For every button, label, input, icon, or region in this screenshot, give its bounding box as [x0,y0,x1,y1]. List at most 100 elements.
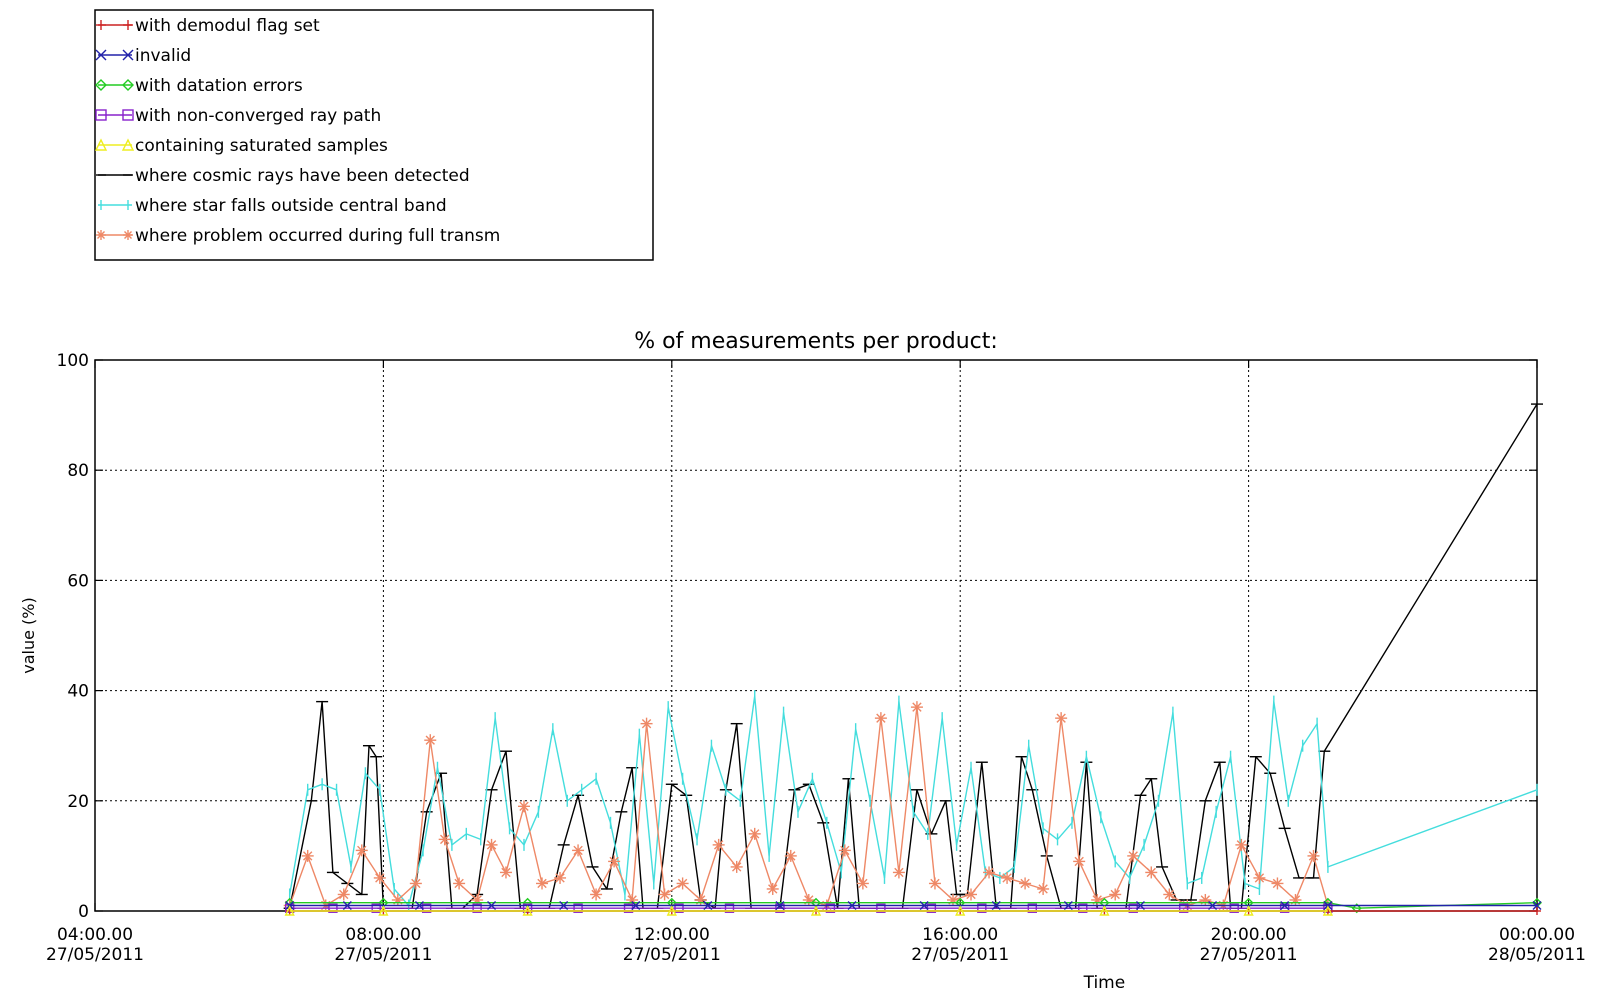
legend: with demodul flag set invalid with datatio… [94,9,654,261]
data-point-with-non-converged-ray-path [775,903,785,913]
y-tick-label: 20 [67,792,89,812]
data-point-invalid [1135,900,1145,910]
data-point-where-problem-occurred-during-full-transm [676,877,689,890]
y-tick-label: 0 [78,902,89,922]
data-point-where-problem-occurred-during-full-transm [1253,871,1266,884]
data-point-where-problem-occurred-during-full-transm [928,877,941,890]
x-tick-label: 20:00.00 [1211,925,1287,945]
series-layer [283,403,1543,916]
data-point-where-problem-occurred-during-full-transm [1073,855,1086,868]
data-point-with-non-converged-ray-path [573,903,583,913]
data-point-invalid [1208,900,1218,910]
data-point-where-problem-occurred-during-full-transm [590,888,603,901]
series-where-cosmic-rays-have-been-detected [283,403,1543,909]
legend-marker [122,109,134,121]
data-point-where-problem-occurred-during-full-transm [712,838,725,851]
data-point-where-problem-occurred-during-full-transm [373,871,386,884]
legend-marker [96,20,106,30]
data-point-where-problem-occurred-during-full-transm [892,866,905,879]
grid-lines [95,360,1537,911]
data-point-invalid [1280,900,1290,910]
legend-item-with-datation-errors: with datation errors [95,76,303,96]
data-point-where-problem-occurred-during-full-transm [572,844,585,857]
data-point-where-problem-occurred-during-full-transm [409,877,422,890]
x-tick-label: 04:00.00 [57,925,133,945]
x-tick-label-date: 27/05/2011 [1200,945,1298,965]
series-line-where-problem-occurred-during-full-transm [289,706,1329,907]
data-point-where-problem-occurred-during-full-transm [438,833,451,846]
y-axis: 0 20 40 60 80 100 [57,351,1537,922]
data-point-invalid [342,900,352,910]
series-containing-saturated-samples [284,905,1334,916]
x-tick-label: 12:00.00 [634,925,710,945]
legend-marker [121,138,135,151]
legend-marker [95,49,107,61]
data-point-where-problem-occurred-during-full-transm [1145,866,1158,879]
data-point-where-problem-occurred-during-full-transm [554,871,567,884]
data-point-with-demodul-flag-set [1533,907,1541,915]
x-tick-label: 08:00.00 [345,925,421,945]
data-point-with-non-converged-ray-path [1279,903,1290,913]
data-point-where-problem-occurred-during-full-transm [730,860,743,873]
data-point-where-problem-occurred-during-full-transm [874,712,887,725]
legend-label: with non-converged ray path [135,106,381,126]
legend-label: where problem occurred during full trans… [135,226,500,246]
data-point-where-problem-occurred-during-full-transm [748,827,761,840]
data-point-where-problem-occurred-during-full-transm [1307,849,1320,862]
data-point-where-problem-occurred-during-full-transm [608,855,621,868]
chart-title: % of measurements per product: [634,329,998,354]
data-point-invalid [487,900,497,910]
data-point-where-problem-occurred-during-full-transm [1271,877,1284,890]
x-axis-label: Time [1083,973,1126,993]
x-tick-label: 00:00.00 [1499,925,1575,945]
data-point-containing-saturated-samples [378,905,389,916]
data-point-where-problem-occurred-during-full-transm [536,877,549,890]
data-point-where-problem-occurred-during-full-transm [910,701,923,714]
series-line-where-cosmic-rays-have-been-detected [289,403,1538,909]
data-point-containing-saturated-samples [955,905,966,916]
data-point-invalid [991,900,1001,910]
data-point-containing-saturated-samples [1322,905,1334,916]
legend-box [94,9,654,261]
data-point-invalid [919,900,929,910]
data-point-invalid [775,900,785,910]
data-point-where-problem-occurred-during-full-transm [1001,871,1014,884]
data-point-where-problem-occurred-during-full-transm [983,866,996,879]
data-point-with-non-converged-ray-path [328,903,338,913]
data-point-with-non-converged-ray-path [1229,903,1239,913]
data-point-where-problem-occurred-during-full-transm [1235,838,1248,851]
data-point-where-problem-occurred-during-full-transm [838,844,851,857]
data-point-where-problem-occurred-during-full-transm [1037,882,1050,895]
legend-label: with datation errors [135,76,303,96]
data-point-invalid [1063,900,1073,910]
y-tick-label: 80 [67,461,89,481]
legend-marker [122,79,134,91]
data-point-invalid [559,900,569,910]
data-point-where-problem-occurred-during-full-transm [1109,888,1122,901]
data-point-containing-saturated-samples [284,905,295,916]
data-point-where-problem-occurred-during-full-transm [766,882,779,895]
data-point-invalid [1532,900,1542,910]
data-point-where-problem-occurred-during-full-transm [784,849,797,862]
legend-marker [123,230,133,240]
x-tick-label-date: 28/05/2011 [1488,945,1586,965]
legend-marker [95,79,107,91]
legend-marker [123,20,133,30]
data-point-with-non-converged-ray-path [1027,903,1038,913]
legend-item-where-star-falls-outside-central-band: where star falls outside central band [98,196,447,216]
series-line-where-star-falls-outside-central-band [289,695,1538,907]
data-point-with-non-converged-ray-path [674,903,684,913]
plot-area [94,359,1538,912]
data-point-with-non-converged-ray-path [1078,903,1088,913]
x-tick-label-date: 27/05/2011 [334,945,432,965]
data-point-with-non-converged-ray-path [876,903,886,913]
data-point-where-problem-occurred-during-full-transm [301,849,314,862]
data-point-containing-saturated-samples [522,905,533,916]
data-point-where-problem-occurred-during-full-transm [517,800,530,813]
series-where-problem-occurred-during-full-transm [283,701,1334,912]
series-where-star-falls-outside-central-band [288,690,1538,912]
data-point-where-problem-occurred-during-full-transm [1055,712,1068,725]
data-point-containing-saturated-samples [810,905,822,916]
series-invalid [285,900,1542,910]
